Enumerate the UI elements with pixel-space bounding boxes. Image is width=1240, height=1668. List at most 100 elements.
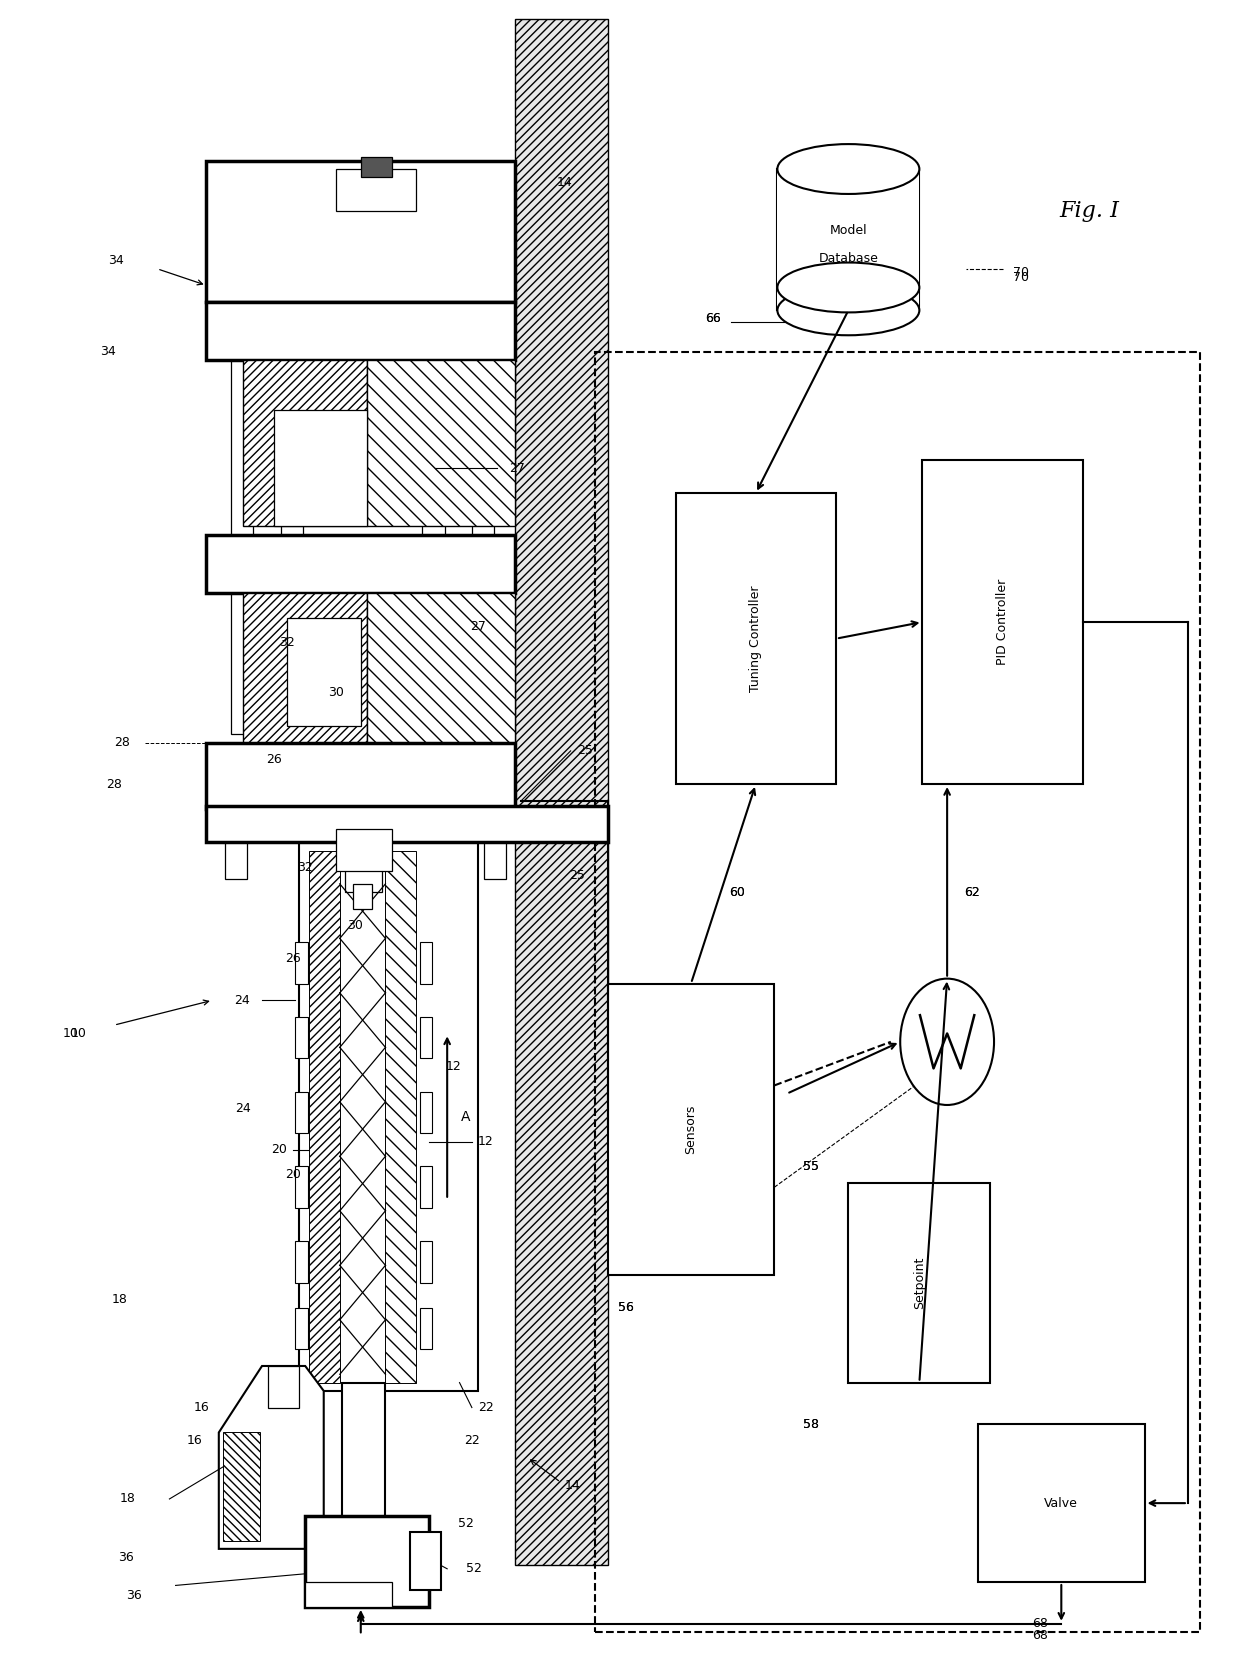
Text: Setpoint: Setpoint bbox=[913, 1256, 926, 1309]
Text: 55: 55 bbox=[804, 1159, 820, 1173]
Text: 62: 62 bbox=[963, 886, 980, 899]
Bar bbox=[224, 842, 247, 879]
Bar bbox=[472, 302, 494, 734]
Bar bbox=[420, 1308, 433, 1349]
Bar bbox=[207, 806, 608, 842]
Bar bbox=[345, 806, 382, 892]
Text: 36: 36 bbox=[126, 1590, 141, 1601]
Bar bbox=[207, 302, 515, 360]
Text: 26: 26 bbox=[285, 952, 301, 966]
Text: Database: Database bbox=[818, 252, 878, 265]
Bar bbox=[295, 1241, 308, 1283]
Bar bbox=[295, 1166, 308, 1208]
Bar bbox=[923, 460, 1083, 784]
Bar bbox=[342, 1383, 386, 1525]
Text: 18: 18 bbox=[112, 1293, 128, 1306]
Text: 25: 25 bbox=[577, 744, 593, 757]
Text: 12: 12 bbox=[479, 1134, 494, 1148]
Bar bbox=[978, 1424, 1145, 1583]
Bar bbox=[420, 1091, 433, 1133]
Text: 14: 14 bbox=[557, 175, 573, 188]
Bar bbox=[386, 851, 417, 1383]
Bar bbox=[848, 1183, 991, 1383]
Bar bbox=[410, 1533, 441, 1590]
Bar bbox=[515, 20, 608, 1566]
Text: 10: 10 bbox=[63, 1027, 78, 1039]
Bar bbox=[207, 535, 515, 592]
Bar bbox=[608, 984, 774, 1274]
Bar bbox=[299, 842, 479, 1391]
Text: Fig. I: Fig. I bbox=[1059, 200, 1118, 222]
Bar bbox=[207, 160, 515, 302]
Text: 28: 28 bbox=[105, 777, 122, 791]
Text: 32: 32 bbox=[279, 636, 295, 649]
Bar bbox=[361, 157, 392, 177]
Text: 22: 22 bbox=[464, 1434, 480, 1448]
Bar bbox=[595, 352, 1200, 1631]
Bar bbox=[222, 1433, 259, 1541]
Bar bbox=[286, 617, 361, 726]
Text: 55: 55 bbox=[804, 1159, 820, 1173]
Text: 24: 24 bbox=[234, 994, 249, 1007]
Text: 30: 30 bbox=[329, 686, 343, 699]
Text: 18: 18 bbox=[120, 1493, 136, 1506]
Bar bbox=[595, 352, 1200, 1631]
Text: 66: 66 bbox=[704, 312, 720, 325]
Text: PID Controller: PID Controller bbox=[996, 579, 1009, 666]
Bar bbox=[777, 168, 919, 310]
Text: 52: 52 bbox=[466, 1563, 481, 1575]
Text: Model: Model bbox=[830, 224, 867, 237]
Text: 52: 52 bbox=[458, 1518, 474, 1531]
Text: 58: 58 bbox=[804, 1418, 820, 1431]
Ellipse shape bbox=[777, 143, 919, 193]
Bar bbox=[243, 592, 367, 742]
Bar bbox=[295, 1308, 308, 1349]
Text: 10: 10 bbox=[71, 1027, 87, 1039]
Text: 20: 20 bbox=[285, 1168, 301, 1181]
Text: 32: 32 bbox=[298, 861, 312, 874]
Text: 34: 34 bbox=[100, 345, 115, 359]
Ellipse shape bbox=[777, 285, 919, 335]
Bar bbox=[420, 942, 433, 984]
Text: 56: 56 bbox=[619, 1301, 634, 1314]
Text: 70: 70 bbox=[1013, 265, 1029, 279]
Ellipse shape bbox=[777, 262, 919, 312]
Bar bbox=[207, 742, 515, 809]
Bar bbox=[336, 168, 417, 210]
Text: Tuning Controller: Tuning Controller bbox=[749, 585, 763, 692]
Text: 22: 22 bbox=[479, 1401, 494, 1414]
Bar bbox=[243, 360, 367, 527]
Text: 14: 14 bbox=[564, 1480, 580, 1493]
Text: 24: 24 bbox=[236, 1103, 252, 1114]
Bar bbox=[353, 884, 372, 909]
Text: Sensors: Sensors bbox=[684, 1104, 697, 1154]
Bar bbox=[676, 494, 836, 784]
Bar bbox=[295, 1091, 308, 1133]
Bar bbox=[484, 842, 506, 879]
Text: 27: 27 bbox=[470, 620, 486, 632]
Text: 68: 68 bbox=[1032, 1618, 1048, 1630]
Text: 27: 27 bbox=[508, 462, 525, 475]
Text: 56: 56 bbox=[619, 1301, 634, 1314]
Bar bbox=[295, 942, 308, 984]
Bar bbox=[336, 842, 429, 1383]
Text: Valve: Valve bbox=[1044, 1496, 1079, 1510]
Text: 12: 12 bbox=[445, 1061, 461, 1073]
Bar bbox=[280, 302, 303, 734]
Bar bbox=[336, 829, 392, 871]
Text: 58: 58 bbox=[804, 1418, 820, 1431]
Bar bbox=[367, 592, 515, 742]
Text: 20: 20 bbox=[270, 1143, 286, 1156]
Bar bbox=[305, 1516, 429, 1606]
Text: 30: 30 bbox=[347, 919, 362, 932]
Bar bbox=[420, 1166, 433, 1208]
Text: 16: 16 bbox=[195, 1401, 210, 1414]
Text: 70: 70 bbox=[1013, 270, 1029, 284]
Circle shape bbox=[900, 979, 994, 1104]
Text: 25: 25 bbox=[569, 869, 585, 882]
Text: 26: 26 bbox=[267, 752, 283, 766]
Bar bbox=[295, 1017, 308, 1059]
Text: 68: 68 bbox=[1032, 1628, 1048, 1641]
Bar bbox=[423, 302, 445, 734]
Text: 66: 66 bbox=[704, 312, 720, 325]
